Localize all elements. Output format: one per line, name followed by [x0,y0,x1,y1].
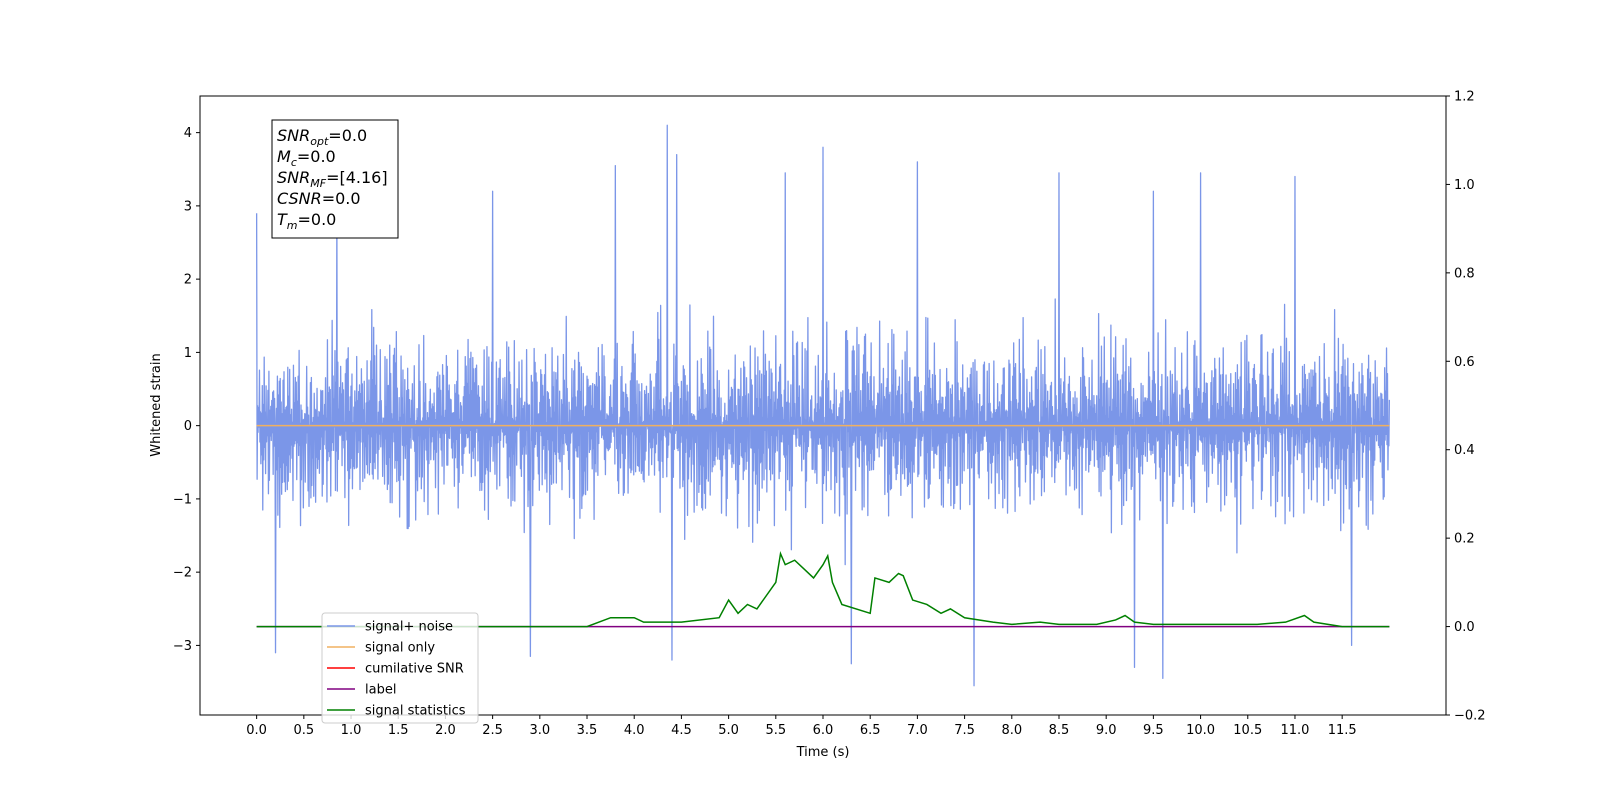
x-tick-label: 4.0 [624,723,645,738]
x-tick-label: 1.5 [388,723,409,738]
y2-tick-label: 0.0 [1454,620,1475,635]
legend: signal+ noise signal only cumilative SNR la… [321,612,479,724]
x-tick-label: 2.0 [435,723,456,738]
x-tick-label: 8.0 [1001,723,1022,738]
y-tick-label: −3 [173,639,192,654]
x-tick-label: 5.5 [765,723,786,738]
x-tick-label: 3.5 [577,723,598,738]
x-tick-label: 7.5 [954,723,975,738]
y-tick-label: 0 [184,419,192,434]
y2-tick-label: 1.0 [1454,178,1475,193]
legend-frame [321,612,479,724]
legend-label: cumilative SNR [365,662,464,677]
series-line-signal-statistics [256,550,1390,628]
annotation-line: SNRMF=[4.16] [277,168,388,190]
legend-label: signal+ noise [365,620,453,635]
annotation-line: CSNR=0.0 [277,189,361,208]
legend-label: label [365,683,396,698]
y-tick-label: −2 [173,566,192,581]
y2-tick-label: 0.6 [1454,355,1475,370]
series-line-signal-noise [255,124,1391,687]
y-tick-label: 4 [184,126,192,141]
y-tick-label: 2 [184,273,192,288]
annotation-line: SNRopt=0.0 [277,126,367,148]
x-tick-label: 4.5 [671,723,692,738]
y-tick-label: 1 [184,346,192,361]
x-tick-label: 0.0 [246,723,267,738]
x-tick-label: 7.0 [907,723,928,738]
x-tick-label: 11.0 [1280,723,1309,738]
x-tick-label: 3.0 [529,723,550,738]
y2-tick-label: 0.2 [1454,532,1475,547]
y-axis-left: −3 −2 −1 0 1 2 3 4 [173,126,200,654]
x-tick-label: 6.0 [813,723,834,738]
legend-label: signal only [365,641,435,656]
x-tick-label: 10.0 [1186,723,1215,738]
series-signal-noise [255,124,1391,687]
x-tick-label: 5.0 [718,723,739,738]
x-tick-label: 11.5 [1328,723,1357,738]
annotation-frame [271,119,399,239]
x-tick-label: 1.0 [341,723,362,738]
plot-area [255,124,1391,687]
x-axis: 0.0 0.5 1.0 1.5 2.0 2.5 3.0 3.5 4.0 4.5 5.0 5.5 6.0 6… [246,715,1357,738]
y2-tick-label: 1.2 [1454,90,1475,105]
y2-tick-label: 0.8 [1454,266,1475,281]
y2-tick-label: 0.4 [1454,443,1475,458]
y-axis-right: −0.2 0.0 0.2 0.4 0.6 0.8 1.0 1.2 [1446,90,1486,724]
x-tick-label: 2.5 [482,723,503,738]
x-tick-label: 9.5 [1143,723,1164,738]
x-tick-label: 0.5 [293,723,314,738]
y-tick-label: −1 [173,492,192,507]
x-tick-label: 8.5 [1049,723,1070,738]
x-axis-label: Time (s) [796,745,850,760]
y2-tick-label: −0.2 [1454,709,1486,724]
x-tick-label: 6.5 [860,723,881,738]
annotation-line: Tm=0.0 [277,210,336,232]
annotation-line: Mc=0.0 [277,147,336,169]
y-axis-label: Whitened strain [149,353,164,456]
y-tick-label: 3 [184,199,192,214]
x-tick-label: 10.5 [1233,723,1262,738]
x-tick-label: 9.0 [1096,723,1117,738]
legend-label: signal statistics [365,704,466,719]
